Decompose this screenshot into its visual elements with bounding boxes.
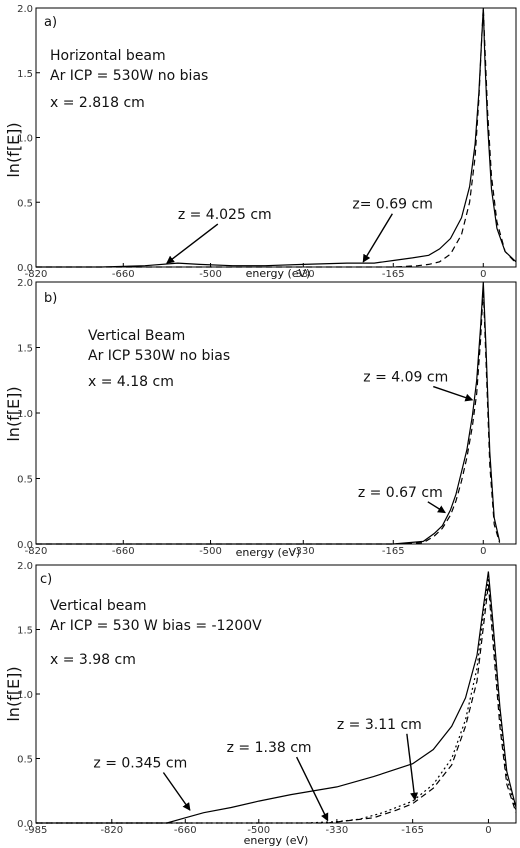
panel-c-text-1: Vertical beam (50, 598, 147, 614)
panel-a-xlabel: energy (eV) (246, 267, 311, 280)
panel-b-ylabel: ln(f[E]) (4, 386, 23, 441)
panel-a-ytick-label-0: 0.0 (17, 263, 33, 274)
panel-b-annotation-arrow-1 (427, 501, 446, 514)
panel-a-text-2: Ar ICP = 530W no bias (50, 68, 208, 84)
panel-c-annotation-arrow-0 (162, 772, 191, 811)
panel-c-ytick-label-2: 1.0 (17, 690, 33, 701)
panel-a-xtick-label-3: -330 (292, 269, 315, 280)
panel-c-series-0 (36, 571, 517, 824)
panel-c-ytick-label-3: 1.5 (17, 626, 33, 637)
panel-a-annotation-1: z= 0.69 cm (352, 197, 433, 213)
panel-b-text-3: x = 4.18 cm (88, 374, 174, 390)
panel-c: c) Vertical beam Ar ICP = 530 W bias = -… (4, 561, 517, 847)
panel-c-text-2: Ar ICP = 530 W bias = -1200V (50, 618, 262, 634)
panel-b-annotation-1: z = 0.67 cm (358, 485, 443, 501)
panel-c-text-3: x = 3.98 cm (50, 652, 136, 668)
panel-b-label: b) (44, 291, 57, 306)
panel-c-ytick-label-4: 2.0 (17, 561, 33, 572)
panel-a-text-3: x = 2.818 cm (50, 95, 145, 111)
panel-a-annotation-0: z = 4.025 cm (178, 207, 272, 223)
panel-c-xtick-label-5: -165 (401, 825, 424, 836)
panel-c-series-1 (36, 577, 517, 824)
panel-c-annotation-2: z = 3.11 cm (337, 717, 422, 733)
panel-a-text-1: Horizontal beam (50, 48, 166, 64)
panel-c-xtick-label-4: -330 (326, 825, 349, 836)
panel-c-annotation-0: z = 0.345 cm (93, 756, 187, 772)
panel-b-ytick-label-3: 1.5 (17, 344, 33, 355)
panel-a-ytick-label-3: 1.5 (17, 69, 33, 80)
panel-c-annotation-arrow-1 (295, 756, 329, 822)
panel-c-xtick-label-6: 0 (485, 825, 491, 836)
panel-b: b) Vertical Beam Ar ICP 530W no bias x =… (4, 278, 517, 559)
panel-c-xlabel: energy (eV) (244, 834, 309, 847)
panel-b-annotation-0: z = 4.09 cm (363, 370, 448, 386)
panel-b-series-1 (36, 288, 501, 545)
panel-b-xtick-label-1: -660 (112, 546, 135, 557)
panel-b-text-1: Vertical Beam (88, 328, 185, 344)
panel-c-xtick-label-1: -820 (100, 825, 123, 836)
panel-a-annotation-arrow-1 (362, 213, 393, 263)
panel-c-ytick-label-1: 0.5 (17, 755, 33, 766)
panel-a-label: a) (44, 15, 57, 30)
panel-b-xlabel: energy (eV) (236, 546, 301, 559)
panel-c-series-2 (36, 584, 517, 824)
panel-a-ytick-label-4: 2.0 (17, 4, 33, 15)
panel-a-xtick-label-0: -820 (25, 269, 48, 280)
panel-b-annotation-arrow-0 (433, 385, 474, 402)
panel-c-annotation-1: z = 1.38 cm (227, 740, 312, 756)
panel-b-text-2: Ar ICP 530W no bias (88, 348, 230, 364)
panel-c-ylabel: ln(f[E]) (4, 666, 23, 721)
panel-b-ytick-label-1: 0.5 (17, 475, 33, 486)
panel-a-ylabel: ln(f[E]) (4, 122, 23, 177)
panel-a-xtick-label-2: -500 (199, 269, 222, 280)
panel-a-frame (35, 7, 517, 268)
panel-c-xtick-label-0: -985 (25, 825, 48, 836)
panel-a-xtick-label-5: 0 (480, 269, 486, 280)
panel-b-xtick-label-0: -820 (25, 546, 48, 557)
panel-a-ytick-label-1: 0.5 (17, 198, 33, 209)
panel-b-xtick-label-3: -330 (292, 546, 315, 557)
panel-b-ytick-label-4: 2.0 (17, 278, 33, 289)
panel-c-label: c) (40, 572, 52, 587)
panel-c-ytick-label-0: 0.0 (17, 819, 33, 830)
panel-a-annotation-arrow-0 (166, 223, 219, 264)
panel-a-xtick-label-4: -165 (382, 269, 405, 280)
panel-c-xtick-label-2: -660 (174, 825, 197, 836)
panel-a-ytick-label-2: 1.0 (17, 134, 33, 145)
panel-b-xtick-label-4: -165 (382, 546, 405, 557)
panel-a-series-1 (36, 7, 517, 268)
panel-b-ytick-label-2: 1.0 (17, 409, 33, 420)
panel-b-xtick-label-2: -500 (199, 546, 222, 557)
panel-c-xtick-label-3: -500 (247, 825, 270, 836)
panel-a: a) Horizontal beam Ar ICP = 530W no bias… (4, 4, 517, 280)
panel-b-frame (35, 281, 517, 545)
panel-a-xtick-label-1: -660 (112, 269, 135, 280)
panel-b-xtick-label-5: 0 (480, 546, 486, 557)
panel-c-annotation-arrow-2 (406, 733, 419, 801)
panel-a-series-0 (36, 7, 517, 268)
panel-b-series-0 (36, 281, 501, 545)
panel-b-ytick-label-0: 0.0 (17, 540, 33, 551)
